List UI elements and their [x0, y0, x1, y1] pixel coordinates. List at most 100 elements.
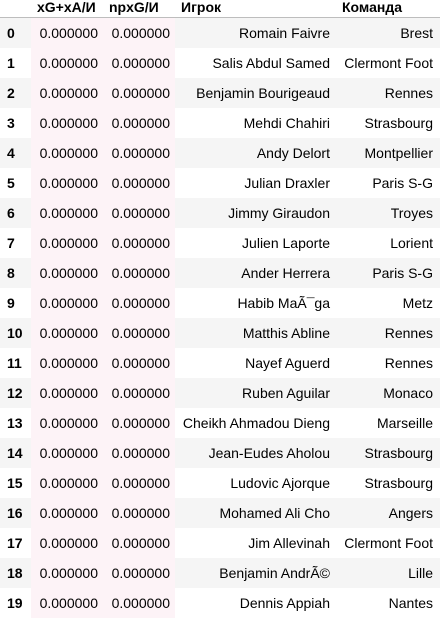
cell-team: Troyes — [336, 197, 440, 228]
table-row: 9 0.000000 0.000000 Habib MaÃ¯ga Metz — [0, 287, 440, 318]
cell-npxg-per-game: 0.000000 — [103, 77, 175, 108]
table-row: 6 0.000000 0.000000 Jimmy Giraudon Troyes — [0, 197, 440, 228]
row-index: 0 — [0, 17, 31, 48]
header-row: xG+xA/И npxG/И Игрок Команда — [0, 0, 440, 18]
row-index: 1 — [0, 47, 31, 78]
cell-player: Ander Herrera — [175, 257, 336, 288]
table-row: 4 0.000000 0.000000 Andy Delort Montpellier — [0, 137, 440, 168]
cell-team: Angers — [336, 497, 440, 528]
row-index: 7 — [0, 227, 31, 258]
row-index: 13 — [0, 407, 31, 438]
table-row: 11 0.000000 0.000000 Nayef Aguerd Rennes — [0, 347, 440, 378]
cell-xg-xa-per-game: 0.000000 — [31, 17, 103, 48]
cell-npxg-per-game: 0.000000 — [103, 527, 175, 558]
cell-player: Benjamin Bourigeaud — [175, 77, 336, 108]
cell-team: Strasbourg — [336, 437, 440, 468]
cell-team: Lille — [336, 557, 440, 588]
cell-player: Habib MaÃ¯ga — [175, 287, 336, 318]
table-row: 10 0.000000 0.000000 Matthis Abline Rennes — [0, 317, 440, 348]
row-index: 3 — [0, 107, 31, 138]
cell-player: Nayef Aguerd — [175, 347, 336, 378]
cell-xg-xa-per-game: 0.000000 — [31, 437, 103, 468]
cell-player: Jean-Eudes Aholou — [175, 437, 336, 468]
cell-xg-xa-per-game: 0.000000 — [31, 47, 103, 78]
cell-xg-xa-per-game: 0.000000 — [31, 407, 103, 438]
cell-xg-xa-per-game: 0.000000 — [31, 467, 103, 498]
cell-xg-xa-per-game: 0.000000 — [31, 197, 103, 228]
row-index: 14 — [0, 437, 31, 468]
cell-team: Clermont Foot — [336, 47, 440, 78]
row-index: 12 — [0, 377, 31, 408]
cell-team: Brest — [336, 17, 440, 48]
table-row: 17 0.000000 0.000000 Jim Allevinah Clermont … — [0, 527, 440, 558]
header-xg-xa-per-game: xG+xA/И — [31, 0, 103, 18]
table-header: xG+xA/И npxG/И Игрок Команда — [0, 0, 440, 18]
table-row: 14 0.000000 0.000000 Jean-Eudes Aholou Stras… — [0, 437, 440, 468]
cell-team: Lorient — [336, 227, 440, 258]
cell-player: Jim Allevinah — [175, 527, 336, 558]
row-index: 16 — [0, 497, 31, 528]
cell-player: Romain Faivre — [175, 17, 336, 48]
cell-team: Metz — [336, 287, 440, 318]
header-index — [0, 0, 31, 18]
header-npxg-per-game: npxG/И — [103, 0, 175, 18]
cell-npxg-per-game: 0.000000 — [103, 347, 175, 378]
cell-npxg-per-game: 0.000000 — [103, 587, 175, 618]
cell-xg-xa-per-game: 0.000000 — [31, 257, 103, 288]
cell-player: Mohamed Ali Cho — [175, 497, 336, 528]
row-index: 19 — [0, 587, 31, 618]
cell-xg-xa-per-game: 0.000000 — [31, 527, 103, 558]
cell-npxg-per-game: 0.000000 — [103, 47, 175, 78]
row-index: 2 — [0, 77, 31, 108]
cell-npxg-per-game: 0.000000 — [103, 287, 175, 318]
cell-player: Andy Delort — [175, 137, 336, 168]
table-row: 12 0.000000 0.000000 Ruben Aguilar Monaco — [0, 377, 440, 408]
row-index: 10 — [0, 317, 31, 348]
table-row: 2 0.000000 0.000000 Benjamin Bourigeaud Renn… — [0, 77, 440, 108]
cell-xg-xa-per-game: 0.000000 — [31, 107, 103, 138]
cell-player: Benjamin AndrÃ© — [175, 557, 336, 588]
cell-xg-xa-per-game: 0.000000 — [31, 137, 103, 168]
cell-xg-xa-per-game: 0.000000 — [31, 377, 103, 408]
cell-team: Marseille — [336, 407, 440, 438]
row-index: 8 — [0, 257, 31, 288]
table-row: 3 0.000000 0.000000 Mehdi Chahiri Strasbourg — [0, 107, 440, 138]
cell-team: Strasbourg — [336, 467, 440, 498]
header-team: Команда — [336, 0, 440, 18]
cell-npxg-per-game: 0.000000 — [103, 377, 175, 408]
cell-npxg-per-game: 0.000000 — [103, 167, 175, 198]
cell-player: Mehdi Chahiri — [175, 107, 336, 138]
row-index: 5 — [0, 167, 31, 198]
row-index: 4 — [0, 137, 31, 168]
cell-npxg-per-game: 0.000000 — [103, 407, 175, 438]
cell-player: Cheikh Ahmadou Dieng — [175, 407, 336, 438]
cell-player: Julian Draxler — [175, 167, 336, 198]
cell-player: Matthis Abline — [175, 317, 336, 348]
cell-npxg-per-game: 0.000000 — [103, 17, 175, 48]
table-row: 7 0.000000 0.000000 Julien Laporte Lorient — [0, 227, 440, 258]
cell-xg-xa-per-game: 0.000000 — [31, 77, 103, 108]
table-row: 13 0.000000 0.000000 Cheikh Ahmadou Dieng Ma… — [0, 407, 440, 438]
row-index: 6 — [0, 197, 31, 228]
row-index: 17 — [0, 527, 31, 558]
row-index: 18 — [0, 557, 31, 588]
cell-player: Salis Abdul Samed — [175, 47, 336, 78]
cell-xg-xa-per-game: 0.000000 — [31, 317, 103, 348]
cell-npxg-per-game: 0.000000 — [103, 497, 175, 528]
cell-xg-xa-per-game: 0.000000 — [31, 557, 103, 588]
cell-npxg-per-game: 0.000000 — [103, 467, 175, 498]
table-row: 5 0.000000 0.000000 Julian Draxler Paris S-G — [0, 167, 440, 198]
cell-team: Nantes — [336, 587, 440, 618]
cell-npxg-per-game: 0.000000 — [103, 257, 175, 288]
cell-team: Montpellier — [336, 137, 440, 168]
table-row: 15 0.000000 0.000000 Ludovic Ajorque Strasbo… — [0, 467, 440, 498]
row-index: 9 — [0, 287, 31, 318]
cell-team: Strasbourg — [336, 107, 440, 138]
cell-npxg-per-game: 0.000000 — [103, 557, 175, 588]
cell-player: Jimmy Giraudon — [175, 197, 336, 228]
cell-npxg-per-game: 0.000000 — [103, 227, 175, 258]
cell-team: Rennes — [336, 317, 440, 348]
cell-xg-xa-per-game: 0.000000 — [31, 587, 103, 618]
cell-team: Rennes — [336, 347, 440, 378]
